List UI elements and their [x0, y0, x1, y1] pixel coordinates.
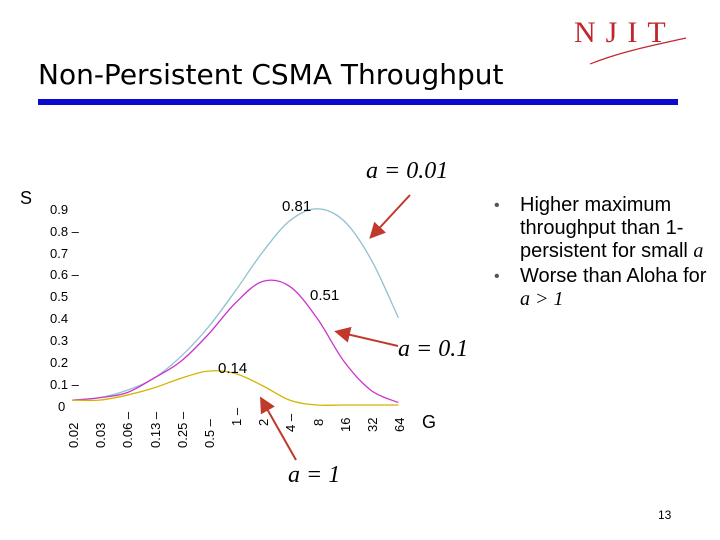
bullet-dot-icon: •: [494, 268, 500, 285]
y-tick-label: 0: [58, 399, 66, 414]
peak-label: 0.14: [218, 360, 248, 377]
y-tick-label: 0.5: [50, 289, 69, 304]
bullet-text: Worse than Aloha for: [520, 265, 707, 287]
slide-title: Non-Persistent CSMA Throughput: [38, 58, 504, 91]
y-tick-label: 0.6 –: [50, 267, 79, 282]
annotation-arrow: [369, 194, 411, 239]
y-axis-label: S: [20, 188, 33, 208]
y-tick-label: 0.3: [50, 333, 69, 348]
title-rule: [38, 99, 678, 105]
bullet-text-italic: a: [693, 240, 704, 262]
y-tick-label: 0.9: [50, 202, 69, 217]
y-tick-label: 0.2: [50, 355, 69, 370]
page-number: 13: [658, 508, 672, 522]
x-axis-label: G: [422, 412, 437, 432]
annotation-label: a = 0.1: [398, 336, 469, 362]
annotation-arrow: [334, 326, 399, 347]
series-line: [71, 208, 399, 401]
annotation-label: a = 1: [288, 462, 341, 488]
logo-swoosh: [589, 37, 687, 65]
bullet-item: • Worse than Aloha for a > 1: [494, 265, 714, 311]
bullet-text: Higher maximum throughput than 1-persist…: [520, 194, 694, 262]
logo-text: NJIT: [574, 16, 676, 49]
series-line: [71, 370, 399, 407]
series-line: [71, 279, 399, 404]
y-tick-label: 0.4: [50, 311, 69, 326]
njit-logo: NJIT: [574, 16, 687, 65]
y-tick-label: 0.1 –: [50, 377, 79, 392]
bullet-text-italic: a > 1: [520, 288, 564, 310]
bullet-item: • Higher maximum throughput than 1-persi…: [494, 194, 714, 263]
annotation-label: a = 0.01: [366, 158, 449, 184]
annotation-arrow: [260, 396, 297, 461]
bullet-dot-icon: •: [494, 197, 500, 214]
bullet-list: • Higher maximum throughput than 1-persi…: [494, 194, 714, 313]
y-tick-label: 0.8 –: [50, 224, 79, 239]
peak-label: 0.51: [310, 287, 340, 304]
y-tick-label: 0.7: [50, 246, 69, 261]
peak-label: 0.81: [282, 198, 312, 215]
